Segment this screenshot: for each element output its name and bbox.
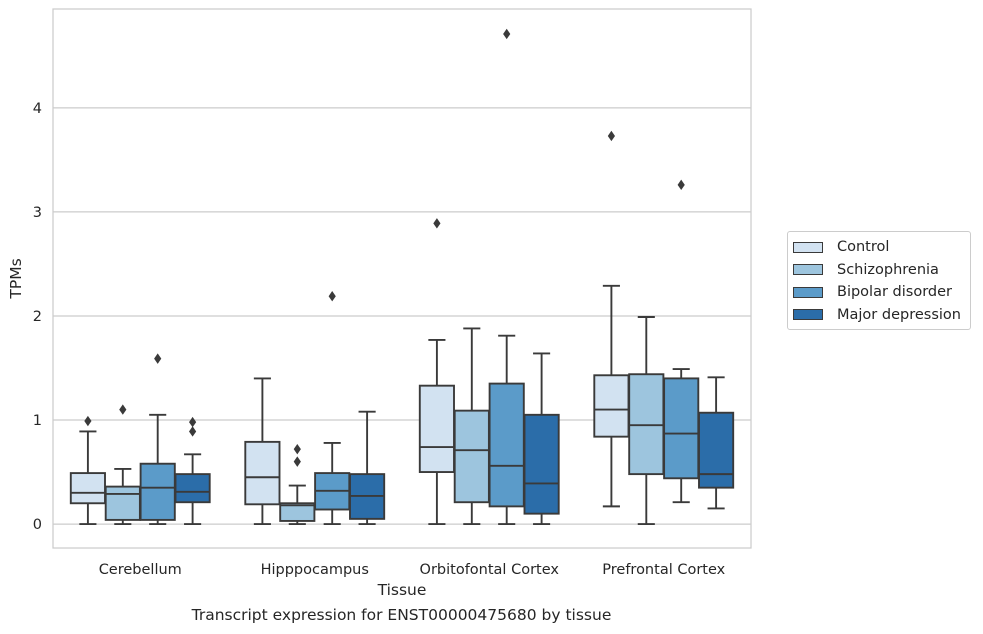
box-control: [593, 130, 630, 508]
outlier-point: [503, 28, 511, 40]
x-axis-label: Tissue: [377, 581, 427, 599]
legend-item: Control: [788, 236, 970, 259]
legend-label: Bipolar disorder: [837, 284, 952, 301]
legend-label: Schizophrenia: [837, 261, 939, 278]
box-major-depression: [174, 416, 211, 526]
x-tick-labels: Cerebellum Hipppocampus Orbitofontal Corte…: [99, 562, 726, 578]
box-iqr: [593, 374, 630, 438]
box-iqr: [453, 409, 490, 504]
box-iqr: [244, 440, 281, 506]
outlier-point: [154, 353, 162, 364]
x-tick-label: Prefrontal Cortex: [602, 562, 725, 578]
x-tick-label: Cerebellum: [99, 562, 182, 578]
legend-swatch: [793, 241, 823, 253]
outlier-point: [189, 426, 197, 437]
box-iqr: [104, 485, 141, 521]
box-iqr: [523, 413, 560, 515]
box-iqr: [69, 472, 106, 505]
box-iqr: [628, 373, 665, 476]
outlier-point: [293, 443, 301, 455]
y-tick-label: 4: [33, 101, 42, 117]
legend-swatch: [793, 264, 823, 276]
outlier-point: [119, 404, 127, 415]
legend-swatch: [793, 309, 823, 321]
box-iqr: [139, 462, 176, 521]
box-major-depression: [523, 352, 560, 526]
box-iqr: [698, 411, 735, 489]
x-tick-label: Orbitofontal Cortex: [420, 562, 560, 578]
box-iqr: [663, 377, 700, 480]
box-groups: [69, 28, 735, 526]
box-major-depression: [349, 410, 386, 526]
outlier-point: [189, 416, 197, 428]
box-control: [418, 218, 455, 526]
y-axis-label: TPMs: [7, 258, 25, 299]
outlier-point: [84, 415, 92, 427]
outlier-point: [433, 218, 441, 229]
box-control: [244, 377, 281, 526]
outlier-point: [328, 290, 336, 302]
plot-area-frame: [52, 8, 752, 549]
legend-item: Major depression: [788, 304, 970, 327]
legend-item: Bipolar disorder: [788, 281, 970, 304]
y-tick-label: 1: [33, 413, 42, 429]
outlier-point: [293, 456, 301, 467]
box-iqr: [418, 384, 455, 473]
box-bipolar-disorder: [663, 179, 700, 504]
y-tick-label: 2: [33, 309, 42, 325]
box-control: [69, 415, 106, 526]
outlier-point: [677, 179, 685, 191]
box-schizophrenia: [453, 327, 490, 526]
box-schizophrenia: [628, 316, 665, 526]
outlier-point: [607, 130, 615, 142]
x-tick-label: Hipppocampus: [261, 562, 369, 578]
y-tick-label: 3: [33, 205, 42, 221]
box-schizophrenia: [279, 443, 316, 526]
y-tick-labels: 0 1 2 3 4: [33, 101, 42, 533]
box-bipolar-disorder: [488, 28, 525, 526]
box-bipolar-disorder: [314, 290, 351, 526]
legend-label: Control: [837, 239, 890, 256]
box-iqr: [174, 473, 211, 504]
box-bipolar-disorder: [139, 353, 176, 526]
legend-label: Major depression: [837, 306, 961, 323]
legend-item: Schizophrenia: [788, 259, 970, 282]
chart-legend: Control Schizophrenia Bipolar disorder Majo…: [787, 231, 971, 330]
box-iqr: [488, 382, 525, 508]
legend-swatch: [793, 286, 823, 298]
box-iqr: [279, 502, 316, 522]
y-tick-label: 0: [33, 517, 42, 533]
box-schizophrenia: [104, 404, 141, 526]
box-major-depression: [698, 376, 735, 510]
chart-caption: Transcript expression for ENST0000047568…: [191, 606, 612, 624]
